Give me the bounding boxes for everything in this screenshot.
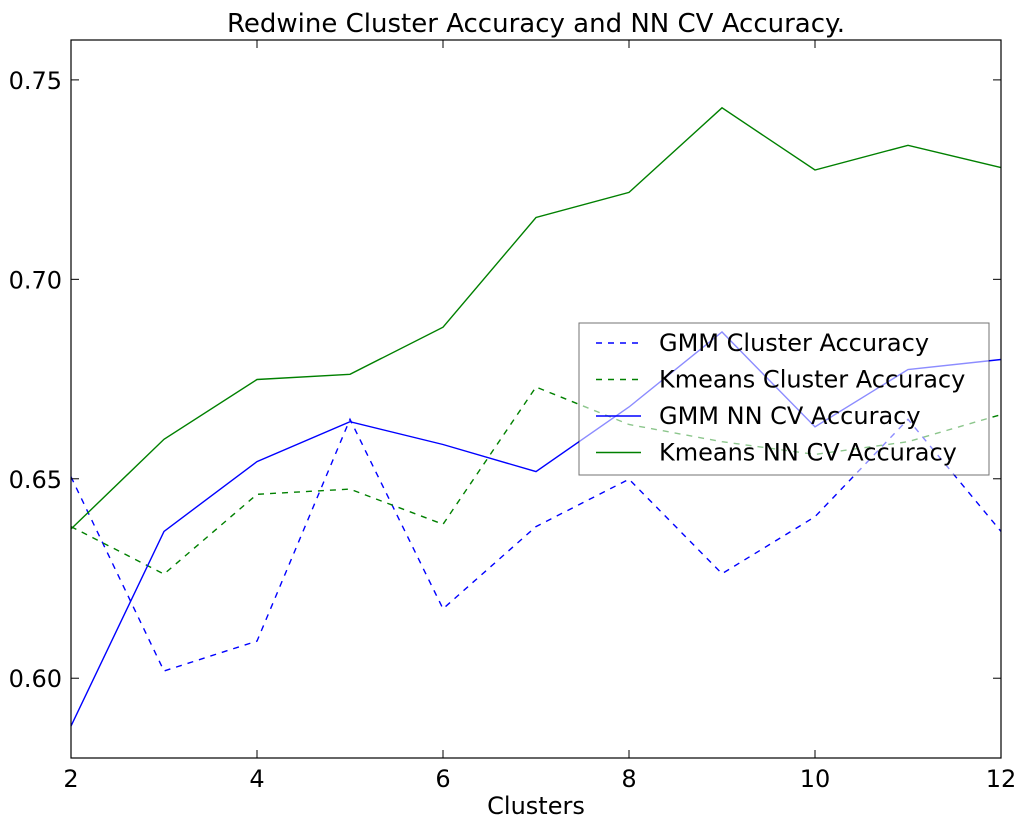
x-tick-label: 12 <box>986 765 1017 793</box>
x-axis-label: Clusters <box>487 792 585 820</box>
x-tick-label: 4 <box>249 765 264 793</box>
plot-frame <box>70 39 1002 759</box>
series-line-0 <box>70 417 1002 672</box>
legend-label-1: Kmeans Cluster Accuracy <box>659 366 965 394</box>
legend-label-0: GMM Cluster Accuracy <box>659 329 929 357</box>
ticks-layer: 2 4 6 8 10 12 0.60 0.65 0.70 0.75 <box>9 40 1017 793</box>
y-tick-label: 0.60 <box>9 665 62 693</box>
legend-box <box>578 322 990 476</box>
y-tick-label: 0.70 <box>9 266 62 294</box>
legend-label-3: Kmeans NN CV Accuracy <box>659 439 957 467</box>
x-tick-label: 10 <box>800 765 831 793</box>
x-tick-label: 8 <box>621 765 636 793</box>
series-line-3 <box>70 106 1002 530</box>
legend: GMM Cluster Accuracy Kmeans Cluster Accur… <box>578 322 990 476</box>
y-tick-label: 0.65 <box>9 466 62 494</box>
chart-title: Redwine Cluster Accuracy and NN CV Accur… <box>227 9 845 39</box>
legend-label-2: GMM NN CV Accuracy <box>659 402 921 430</box>
x-tick-label: 6 <box>435 765 450 793</box>
x-tick-label: 2 <box>63 765 78 793</box>
y-tick-label: 0.75 <box>9 67 62 95</box>
